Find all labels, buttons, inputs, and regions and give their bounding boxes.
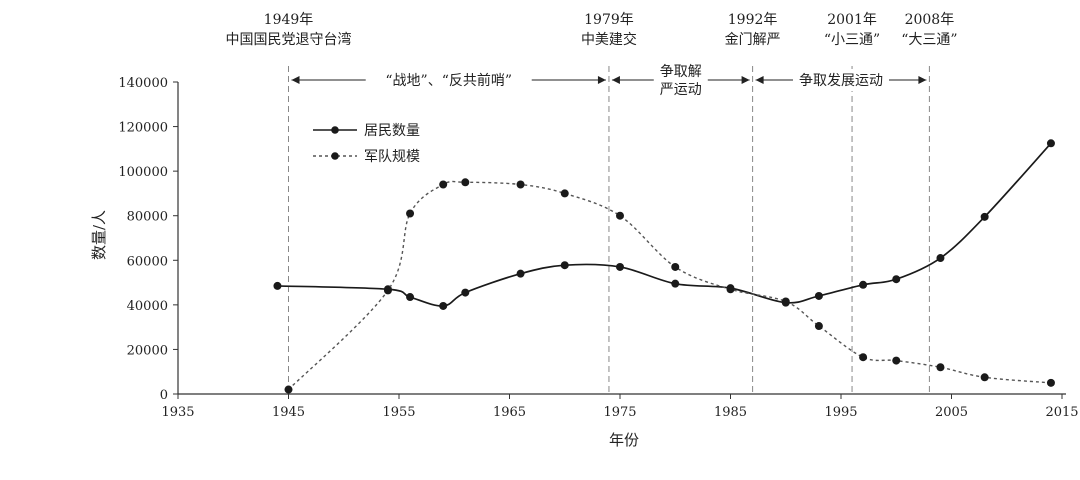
y-tick-label: 120000 xyxy=(118,121,168,136)
period-label-background xyxy=(793,69,889,91)
data-point-military xyxy=(859,353,868,362)
data-point-military xyxy=(936,363,945,372)
data-point-military xyxy=(461,178,470,187)
y-tick-label: 100000 xyxy=(118,165,168,180)
data-point-residents xyxy=(560,261,569,270)
data-point-military xyxy=(439,180,448,189)
x-tick-label: 1985 xyxy=(714,405,747,420)
data-point-military xyxy=(726,285,735,294)
event-description-label: 中美建交 xyxy=(581,31,637,48)
legend-item-residents: 居民数量 xyxy=(313,123,420,139)
period-label: 严运动 xyxy=(660,82,702,98)
period-label: “战地”、“反共前哨” xyxy=(385,72,512,89)
data-point-military xyxy=(1046,378,1055,387)
period-arrowhead-left xyxy=(611,76,620,84)
data-point-military xyxy=(980,373,989,382)
data-point-military xyxy=(781,297,790,306)
data-point-residents xyxy=(980,212,989,221)
data-point-military xyxy=(616,211,624,220)
event-description-label: “大三通” xyxy=(901,32,957,48)
y-axis-ticks: 0 20000 40000 60000 80000 100000 120000 140000 xyxy=(118,76,178,403)
event-year-label: 1949年 xyxy=(264,12,314,28)
y-tick-label: 140000 xyxy=(118,76,168,91)
y-axis-title: 数量/人 xyxy=(90,210,108,260)
data-point-residents xyxy=(461,288,470,297)
event-year-label: 1979年 xyxy=(584,12,634,28)
data-point-military xyxy=(406,209,415,218)
x-axis-ticks: 1935 1945 1955 1965 1975 1985 1995 2005 2015 xyxy=(161,394,1079,420)
y-tick-label: 60000 xyxy=(127,254,168,269)
period-arrowhead-right xyxy=(597,76,606,84)
data-point-military xyxy=(560,189,569,198)
data-point-military xyxy=(516,180,525,189)
data-point-military xyxy=(814,322,823,331)
data-point-residents xyxy=(439,301,448,310)
period-label-background xyxy=(653,60,708,100)
y-tick-label: 0 xyxy=(160,388,168,403)
event-lines xyxy=(288,66,930,394)
data-point-residents xyxy=(406,293,415,302)
event-year-label: 2001年 xyxy=(827,12,877,28)
data-point-military xyxy=(671,262,680,271)
x-tick-label: 2005 xyxy=(935,405,968,420)
x-tick-label: 1945 xyxy=(272,405,305,420)
x-tick-label: 2015 xyxy=(1045,405,1078,420)
data-point-residents xyxy=(814,291,823,300)
data-point-residents xyxy=(859,280,868,289)
data-point-residents xyxy=(616,262,624,271)
x-tick-label: 1955 xyxy=(382,405,415,420)
axes xyxy=(177,82,1066,395)
event-description-label: “小三通” xyxy=(824,32,880,48)
event-year-label: 2008年 xyxy=(905,12,955,28)
legend-label-military: 军队规模 xyxy=(364,149,420,165)
y-tick-label: 20000 xyxy=(127,343,168,358)
data-point-residents xyxy=(936,254,945,263)
x-tick-label: 1995 xyxy=(824,405,857,420)
period-label: 争取解 xyxy=(660,64,702,80)
event-description-label: 中国国民党退守台湾 xyxy=(226,31,352,48)
event-year-label: 1992年 xyxy=(728,12,778,28)
data-point-residents xyxy=(892,275,901,284)
event-description-label: 金门解严 xyxy=(725,32,781,48)
y-tick-label: 80000 xyxy=(127,210,168,225)
period-arrowhead-left xyxy=(291,76,300,84)
legend-label-residents: 居民数量 xyxy=(364,123,420,139)
x-axis-title: 年份 xyxy=(609,431,639,449)
data-point-military xyxy=(383,286,392,295)
data-point-residents xyxy=(273,281,282,290)
data-point-residents xyxy=(1046,139,1055,148)
legend-item-military: 军队规模 xyxy=(313,149,420,165)
legend-marker-dashed xyxy=(331,152,339,160)
y-tick-label: 40000 xyxy=(127,299,168,314)
period-label-background xyxy=(365,69,532,91)
data-point-residents xyxy=(516,269,525,278)
x-tick-label: 1935 xyxy=(161,405,194,420)
legend: 居民数量 军队规模 xyxy=(313,123,420,165)
period-arrowhead-left xyxy=(755,76,764,84)
data-point-military xyxy=(284,385,293,394)
period-label: 争取发展运动 xyxy=(799,73,883,89)
data-point-military xyxy=(892,356,901,365)
period-arrowhead-right xyxy=(741,76,750,84)
series-line-military xyxy=(288,180,1052,391)
series-layer xyxy=(273,139,1055,394)
x-tick-label: 1975 xyxy=(603,405,636,420)
period-arrowhead-right xyxy=(918,76,927,84)
x-tick-label: 1965 xyxy=(493,405,526,420)
legend-marker-solid xyxy=(331,126,339,134)
data-point-residents xyxy=(671,279,680,288)
